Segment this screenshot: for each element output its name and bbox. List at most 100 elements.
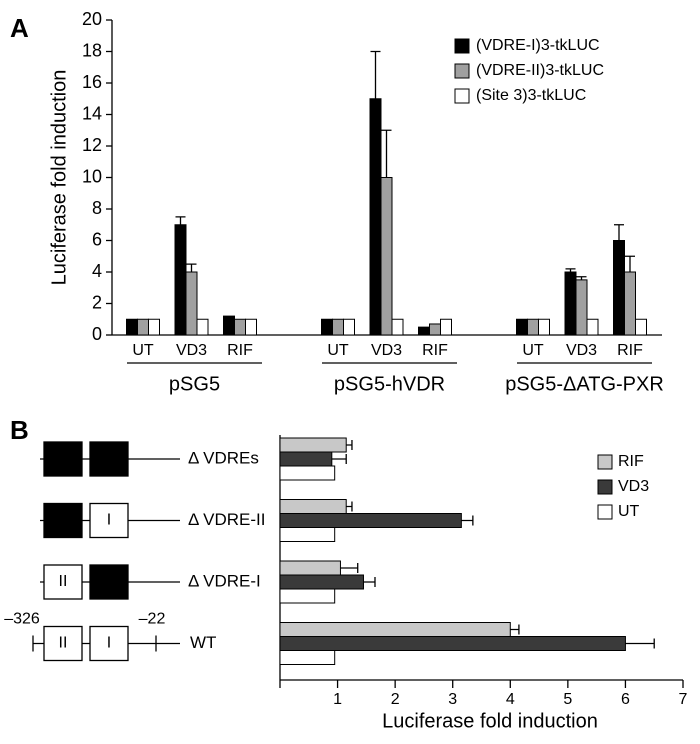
bar	[321, 318, 333, 336]
error-bar	[625, 255, 635, 272]
x-tick-label: RIF	[422, 342, 448, 359]
legend-swatch	[597, 479, 613, 495]
y-tick-label: 0	[92, 324, 102, 344]
x-tick-label: 5	[563, 691, 572, 708]
bar	[196, 318, 209, 336]
bar	[279, 499, 347, 514]
y-tick-label: 20	[82, 9, 102, 29]
bar	[332, 318, 344, 336]
error-bar	[461, 515, 474, 526]
bar	[279, 574, 364, 590]
construct-label: WT	[190, 633, 216, 652]
bar	[538, 318, 550, 336]
legend-label: (VDRE-II)3-tkLUC	[476, 62, 604, 79]
y-tick-label: 2	[92, 292, 102, 312]
construct-label: Δ VDRE-II	[188, 510, 265, 529]
x-tick-label: 7	[679, 691, 688, 708]
error-bar	[340, 563, 359, 573]
element-box	[43, 625, 83, 662]
x-tick-label: UT	[327, 342, 349, 359]
bar	[279, 465, 336, 481]
y-tick-label: 4	[92, 261, 102, 281]
x-tick-label: RIF	[617, 342, 643, 359]
error-bar	[186, 263, 197, 272]
group-label: pSG5-ΔATG-PXR	[505, 373, 664, 395]
panel-label: B	[10, 415, 29, 445]
bar	[418, 326, 430, 336]
bar	[279, 513, 462, 528]
legend-swatch	[597, 504, 613, 520]
element-label: II	[59, 573, 68, 590]
bar	[126, 318, 138, 336]
legend-swatch	[454, 63, 470, 79]
element-label: II	[59, 635, 68, 652]
group-label: pSG5	[169, 373, 220, 395]
y-tick-label: 12	[82, 135, 102, 155]
bar	[586, 318, 599, 336]
x-tick-label: VD3	[371, 342, 402, 359]
bar	[137, 318, 149, 336]
bar	[429, 323, 441, 336]
y-tick-label: 10	[82, 166, 102, 186]
bar	[234, 318, 246, 336]
x-tick-label: 2	[391, 691, 400, 708]
error-bar	[614, 224, 624, 241]
error-bar	[370, 50, 381, 99]
legend-label: UT	[618, 503, 640, 520]
bar	[245, 318, 257, 336]
x-tick-label: UT	[522, 342, 544, 359]
error-bar	[576, 276, 587, 280]
x-tick-label: 3	[448, 691, 457, 708]
construct-label: Δ VDRE-I	[188, 571, 261, 590]
bar	[380, 177, 393, 336]
bar	[635, 318, 647, 336]
bar	[369, 98, 382, 336]
bar	[279, 622, 511, 637]
y-tick-label: 6	[92, 229, 102, 249]
element-label: I	[107, 512, 111, 529]
element-box	[43, 564, 83, 600]
bar	[174, 224, 187, 336]
error-bar	[363, 577, 376, 587]
bar	[279, 451, 333, 467]
error-bar	[346, 440, 353, 450]
error-bar	[331, 454, 347, 464]
bar	[279, 588, 336, 604]
x-tick-label: VD3	[566, 342, 597, 359]
bar	[440, 318, 452, 336]
element-box	[43, 441, 83, 477]
bar	[279, 560, 341, 576]
element-label: I	[107, 635, 111, 652]
y-axis-label: Luciferase fold induction	[48, 70, 70, 286]
legend-swatch	[454, 38, 470, 54]
x-tick-label: RIF	[227, 342, 253, 359]
bar	[564, 271, 577, 336]
y-tick-label: 14	[82, 103, 102, 123]
element-box	[89, 502, 129, 539]
x-axis-label: Luciferase fold induction	[382, 710, 598, 732]
element-box	[89, 441, 129, 477]
error-bar	[565, 268, 576, 272]
bar	[343, 318, 355, 336]
x-tick-label: 4	[506, 691, 515, 708]
bar	[391, 318, 404, 336]
y-tick-label: 16	[82, 72, 102, 92]
bar	[516, 318, 528, 336]
bar	[279, 636, 626, 651]
bar	[624, 271, 636, 336]
error-bar	[175, 216, 186, 225]
bar	[527, 318, 539, 336]
position-label: –22	[139, 611, 166, 628]
bar	[613, 240, 625, 336]
x-tick-label: UT	[132, 342, 154, 359]
element-box	[43, 502, 83, 539]
element-box	[89, 564, 129, 600]
error-bar	[510, 624, 520, 635]
legend-label: (Site 3)3-tkLUC	[476, 87, 586, 104]
legend-label: VD3	[618, 478, 649, 495]
legend-swatch	[597, 454, 613, 470]
bar	[279, 437, 347, 453]
x-tick-label: 6	[621, 691, 630, 708]
